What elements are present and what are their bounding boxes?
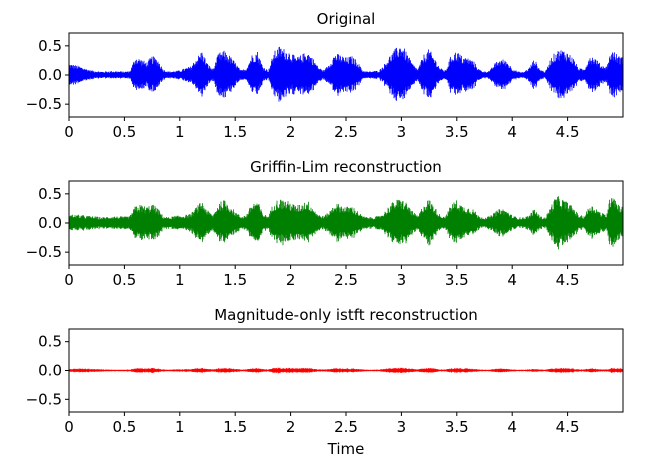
y-tick-label: 0.5 <box>38 37 62 55</box>
x-axis-ticks: 0 0.5 1 1.5 2 2.5 3 3.5 4 4.5 <box>64 265 580 289</box>
y-tick-label: 0.0 <box>38 214 62 232</box>
y-tick-label: 0.0 <box>38 362 62 380</box>
x-tick-label: 2 <box>286 123 296 141</box>
x-tick-label: 4.5 <box>556 271 580 289</box>
x-tick-label: 0.5 <box>112 418 136 436</box>
x-tick-label: 2.5 <box>334 123 358 141</box>
axes-frame <box>68 32 624 118</box>
x-tick-label: 1 <box>175 123 185 141</box>
subplot-title: Griffin-Lim reconstruction <box>250 158 442 176</box>
subplot-magnitude-only: Magnitude-only istft reconstruction 0 0.5… <box>26 306 624 458</box>
y-tick-label: 0.5 <box>38 333 62 351</box>
x-tick-label: 3 <box>397 271 407 289</box>
x-tick-label: 2.5 <box>334 418 358 436</box>
x-tick-label: 4.5 <box>556 418 580 436</box>
y-tick-label: −0.5 <box>26 95 62 113</box>
x-tick-label: 3.5 <box>445 123 469 141</box>
x-axis-label: Time <box>327 440 365 458</box>
x-tick-label: 2 <box>286 271 296 289</box>
x-tick-label: 2 <box>286 418 296 436</box>
y-tick-label: 0.0 <box>38 66 62 84</box>
x-tick-label: 0 <box>64 418 74 436</box>
x-tick-label: 4 <box>507 271 517 289</box>
y-tick-label: 0.5 <box>38 185 62 203</box>
subplot-title: Original <box>317 10 376 28</box>
x-tick-label: 1.5 <box>223 418 247 436</box>
x-tick-label: 3.5 <box>445 271 469 289</box>
axes-frame <box>68 180 624 266</box>
x-tick-label: 1.5 <box>223 123 247 141</box>
subplot-griffin-lim: Griffin-Lim reconstruction 0 0.5 1 1.5 2 2.5 3… <box>26 158 624 289</box>
y-tick-label: −0.5 <box>26 390 62 408</box>
x-tick-label: 2.5 <box>334 271 358 289</box>
x-tick-label: 1 <box>175 418 185 436</box>
x-tick-label: 4.5 <box>556 123 580 141</box>
x-tick-label: 0.5 <box>112 271 136 289</box>
x-axis-ticks: 0 0.5 1 1.5 2 2.5 3 3.5 4 4.5 <box>64 117 580 141</box>
x-tick-label: 0 <box>64 271 74 289</box>
y-axis-ticks: 0.5 0.0 −0.5 <box>26 37 69 113</box>
y-axis-ticks: 0.5 0.0 −0.5 <box>26 333 69 408</box>
x-tick-label: 3 <box>397 123 407 141</box>
x-tick-label: 3 <box>397 418 407 436</box>
x-tick-label: 4 <box>507 123 517 141</box>
x-tick-label: 0.5 <box>112 123 136 141</box>
subplot-title: Magnitude-only istft reconstruction <box>214 306 478 324</box>
x-tick-label: 1.5 <box>223 271 247 289</box>
subplot-original: Original 0 0.5 1 1.5 2 2.5 3 3.5 4 4.5 0.5 0.0 −0.5 <box>26 10 624 141</box>
x-tick-label: 0 <box>64 123 74 141</box>
x-tick-label: 3.5 <box>445 418 469 436</box>
y-axis-ticks: 0.5 0.0 −0.5 <box>26 185 69 261</box>
x-axis-ticks: 0 0.5 1 1.5 2 2.5 3 3.5 4 4.5 <box>64 412 580 436</box>
x-tick-label: 4 <box>507 418 517 436</box>
axes-frame <box>68 328 624 413</box>
y-tick-label: −0.5 <box>26 243 62 261</box>
x-tick-label: 1 <box>175 271 185 289</box>
